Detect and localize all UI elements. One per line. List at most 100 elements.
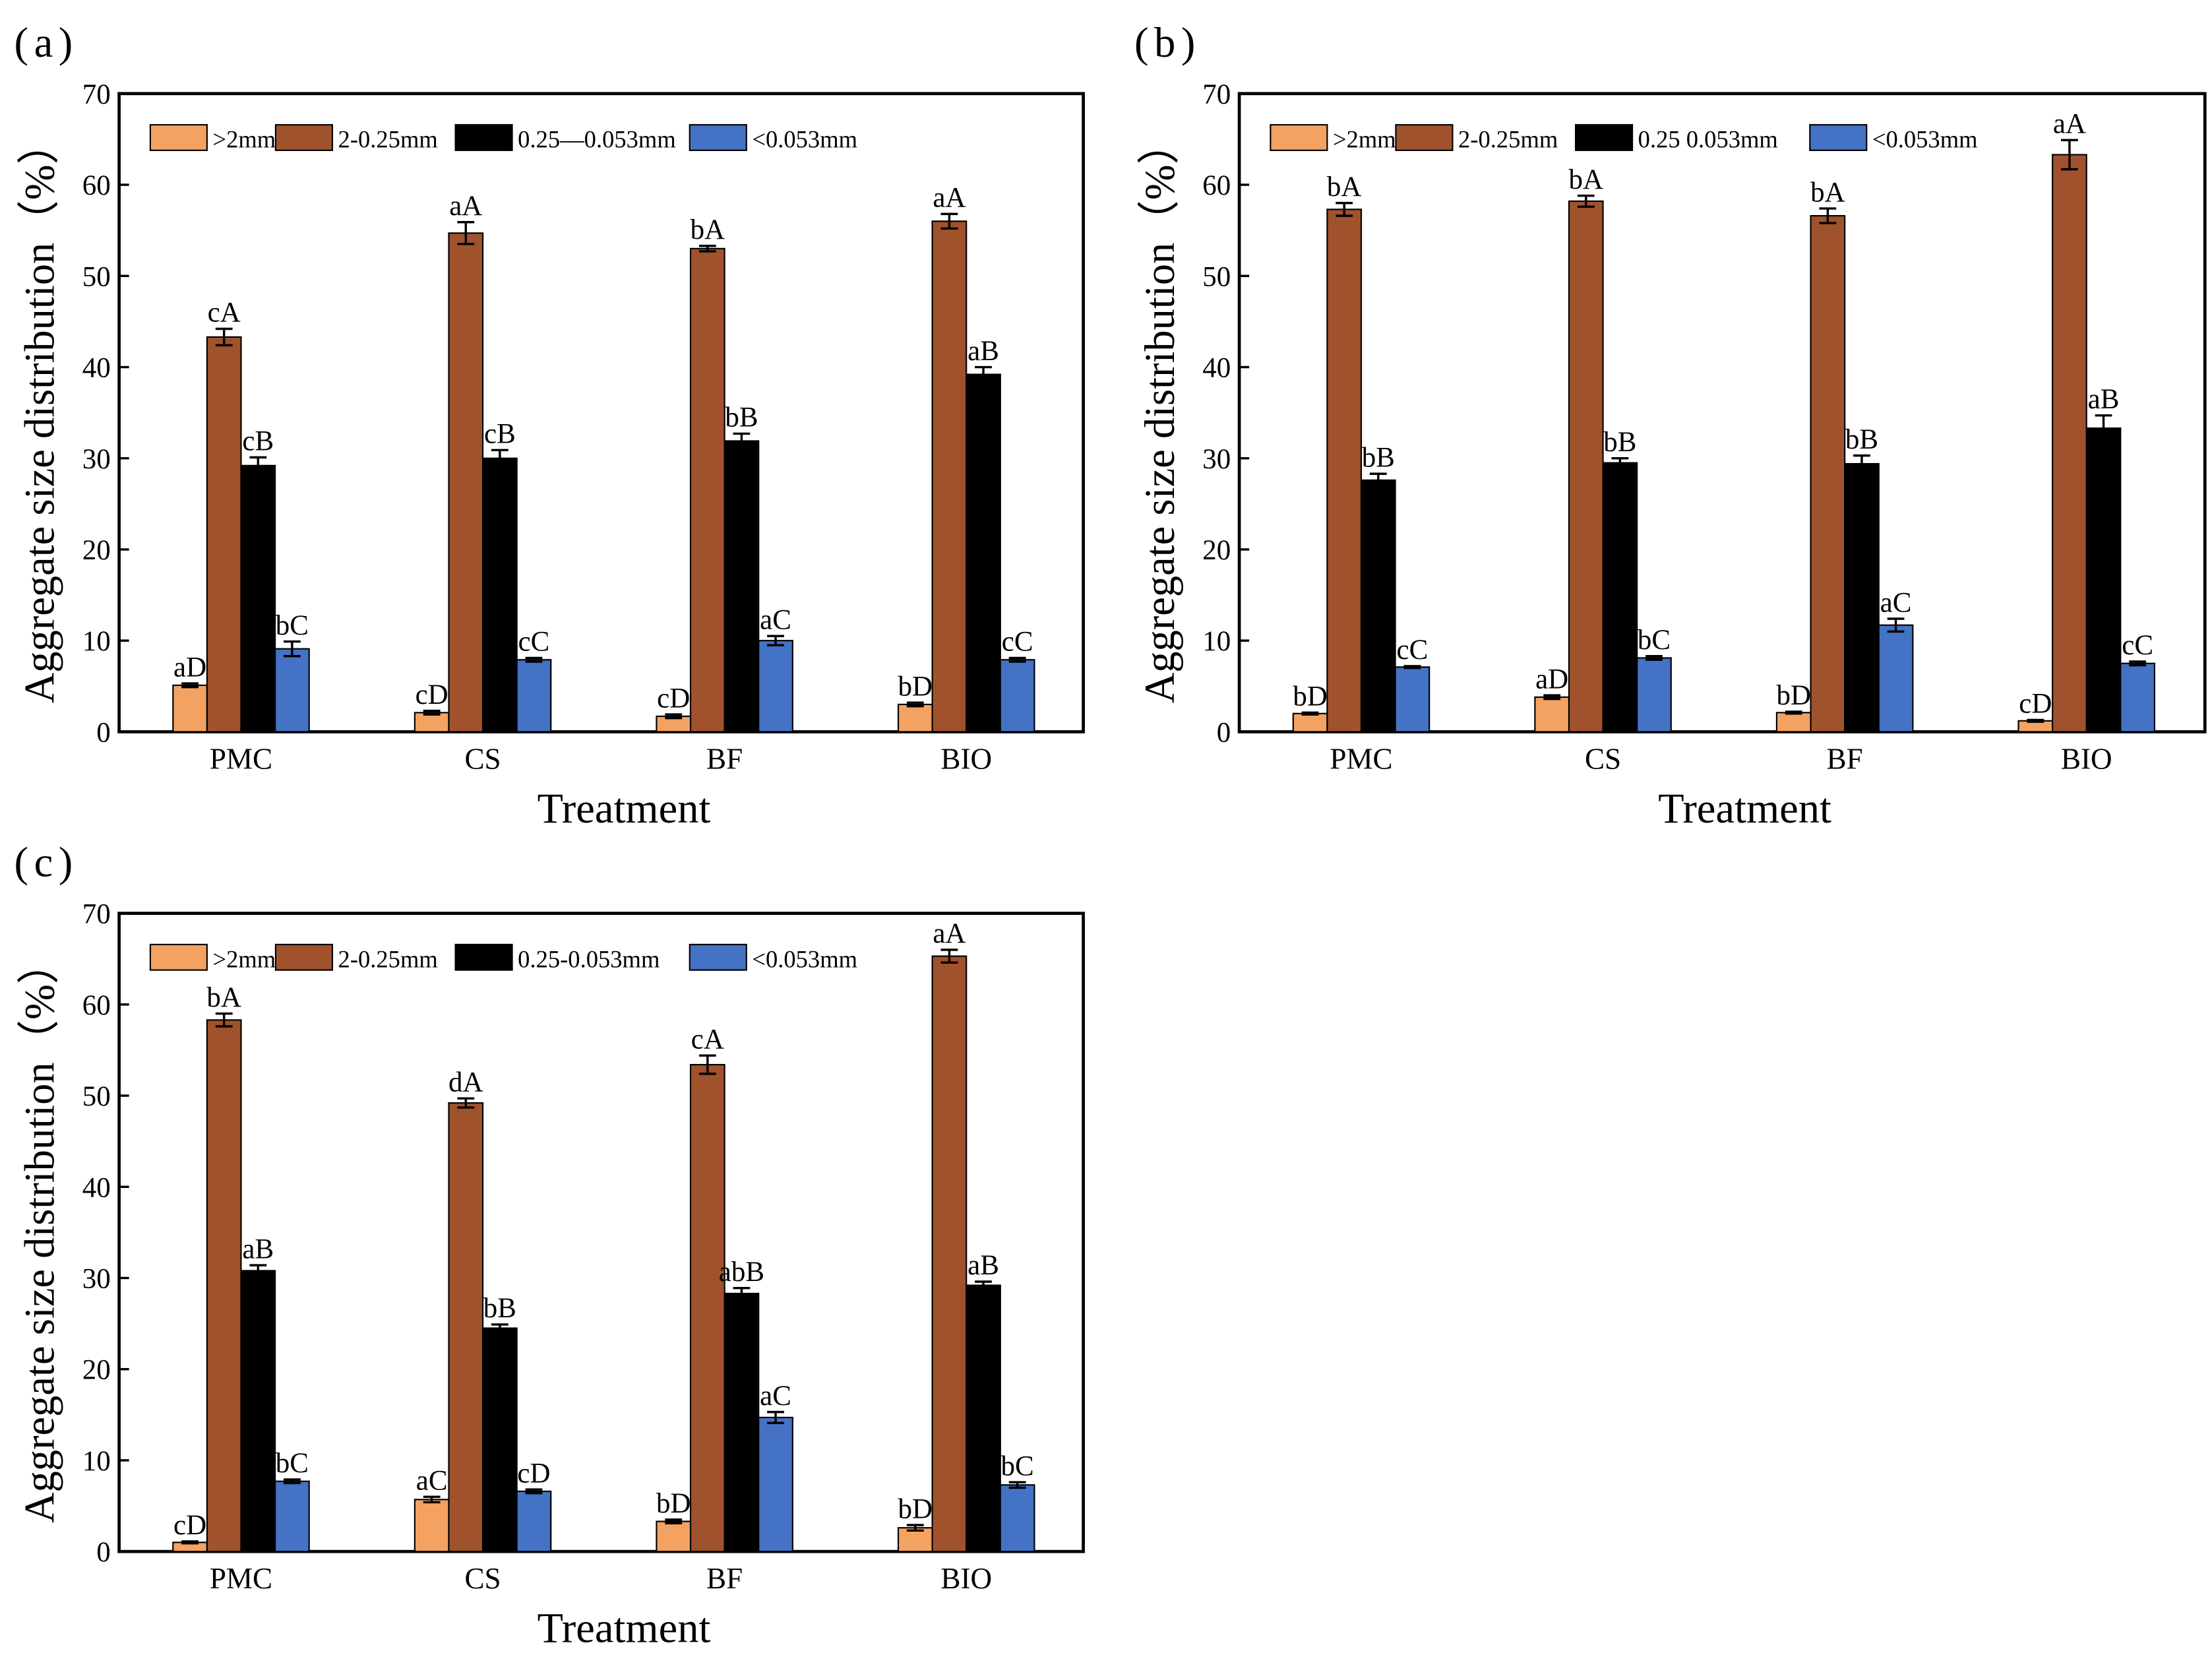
- bar-3-pmc: [1360, 479, 1396, 733]
- significance-label: aC: [760, 1381, 791, 1412]
- y-tick-label: 30: [82, 1264, 111, 1295]
- bar-2-bio: [2052, 154, 2087, 733]
- significance-label: abB: [719, 1257, 764, 1288]
- y-tick-label: 50: [1202, 261, 1231, 292]
- significance-label: cB: [484, 419, 516, 450]
- legend-swatch-4: [689, 124, 747, 151]
- significance-label: cC: [2122, 630, 2153, 661]
- y-tick-label: 0: [96, 717, 111, 748]
- bar-4-cs: [1636, 657, 1672, 733]
- bar-3-cs: [482, 457, 518, 733]
- y-tick-label: 30: [1202, 444, 1231, 475]
- significance-label: aC: [416, 1465, 448, 1496]
- bar-2-pmc: [206, 336, 242, 733]
- significance-label: cD: [415, 679, 448, 710]
- y-axis-title: Aggregate size distribution（%）: [16, 942, 63, 1523]
- significance-label: bB: [725, 402, 758, 433]
- significance-label: cA: [208, 297, 241, 328]
- y-tick-label: 50: [82, 1081, 111, 1112]
- legend-label: >2mm: [213, 945, 276, 972]
- legend: >2mm 2-0.25mm 0.25—0.053mm <0.053mm: [149, 124, 857, 153]
- significance-label: aA: [449, 191, 482, 222]
- x-tick-label: BIO: [940, 1562, 992, 1595]
- x-axis-title: Treatment: [1658, 785, 1831, 832]
- legend-swatch-2: [1395, 124, 1454, 151]
- significance-label: bA: [206, 982, 241, 1013]
- significance-label: bA: [691, 214, 725, 245]
- significance-label: cD: [173, 1510, 206, 1541]
- significance-label: bB: [1603, 427, 1636, 458]
- bar-3-bio: [966, 1284, 1001, 1553]
- bar-2-pmc: [206, 1019, 242, 1553]
- legend-label: >2mm: [1333, 126, 1396, 153]
- significance-label: bB: [1362, 443, 1395, 474]
- significance-label: bA: [1810, 177, 1845, 208]
- y-tick-label: 60: [1202, 170, 1231, 201]
- significance-label: bD: [898, 1493, 933, 1524]
- x-tick-label: BF: [706, 1562, 743, 1595]
- x-tick-label: CS: [464, 1562, 501, 1595]
- significance-label: aA: [933, 918, 966, 949]
- chart-panel-a: (a) 0 10 20 30 40 50 60 70 Aggregate size distrib…: [15, 19, 1085, 832]
- significance-label: dA: [448, 1067, 483, 1098]
- legend-swatch-3: [1575, 124, 1634, 151]
- x-tick-label: BF: [706, 742, 743, 775]
- bar-1-bf: [656, 1520, 692, 1553]
- significance-label: aB: [968, 336, 999, 367]
- bar-1-cs: [414, 712, 450, 733]
- x-axis-title: Treatment: [538, 785, 711, 832]
- significance-label: bA: [1327, 172, 1362, 203]
- significance-label: cC: [1397, 635, 1429, 666]
- x-tick-label: BF: [1827, 742, 1863, 775]
- legend: >2mm 2-0.25mm 0.25-0.053mm <0.053mm: [149, 943, 857, 972]
- y-tick-label: 0: [96, 1537, 111, 1568]
- bar-2-bio: [931, 955, 968, 1553]
- significance-label: aB: [242, 1233, 274, 1265]
- plot-frame: [117, 92, 1085, 734]
- y-tick-label: 50: [82, 261, 111, 292]
- significance-label: aD: [1535, 664, 1568, 695]
- bar-3-bf: [1844, 462, 1880, 733]
- y-tick-label: 30: [82, 444, 111, 475]
- significance-label: aD: [173, 652, 206, 683]
- bar-1-pmc: [1292, 712, 1328, 733]
- y-tick-label: 60: [82, 170, 111, 201]
- bar-4-cs: [516, 659, 552, 733]
- legend-swatch-3: [454, 943, 513, 971]
- legend-swatch-2: [274, 943, 334, 971]
- bar-3-bf: [723, 440, 760, 733]
- chart-panel-c: (c) 0 10 20 30 40 50 60 70 Aggregate size distrib…: [15, 839, 1085, 1652]
- plot-frame: [1237, 92, 2207, 734]
- bar-2-bf: [1810, 215, 1846, 733]
- bar-3-pmc: [240, 1270, 276, 1553]
- legend-label: 0.25—0.053mm: [518, 126, 676, 153]
- bar-1-pmc: [172, 684, 208, 733]
- significance-label: cD: [517, 1458, 550, 1489]
- legend-label: <0.053mm: [1872, 126, 1978, 153]
- panel-label: (b): [1134, 19, 1201, 66]
- significance-label: bA: [1568, 164, 1603, 195]
- bar-4-pmc: [274, 648, 310, 733]
- bar-3-cs: [482, 1327, 518, 1553]
- panel-label: (c): [15, 839, 78, 886]
- significance-label: bD: [1776, 680, 1811, 711]
- significance-label: bC: [1638, 625, 1671, 656]
- y-tick-label: 0: [1217, 717, 1231, 748]
- bar-3-pmc: [240, 464, 276, 733]
- panel-label: (a): [15, 19, 78, 66]
- legend-swatch-4: [689, 943, 747, 971]
- significance-label: cC: [518, 627, 550, 658]
- significance-label: cD: [657, 683, 690, 714]
- y-tick-label: 20: [82, 1355, 111, 1386]
- bar-2-cs: [1568, 200, 1604, 733]
- bar-4-bio: [999, 659, 1035, 733]
- bar-2-bio: [931, 220, 968, 733]
- bar-2-pmc: [1326, 208, 1363, 733]
- significance-label: bB: [1845, 424, 1878, 455]
- y-tick-label: 20: [82, 535, 111, 566]
- bar-1-cs: [1534, 696, 1570, 733]
- y-tick-label: 70: [82, 899, 111, 930]
- significance-label: cD: [2019, 689, 2052, 720]
- x-tick-label: BIO: [940, 742, 992, 775]
- legend-swatch-1: [1270, 124, 1328, 151]
